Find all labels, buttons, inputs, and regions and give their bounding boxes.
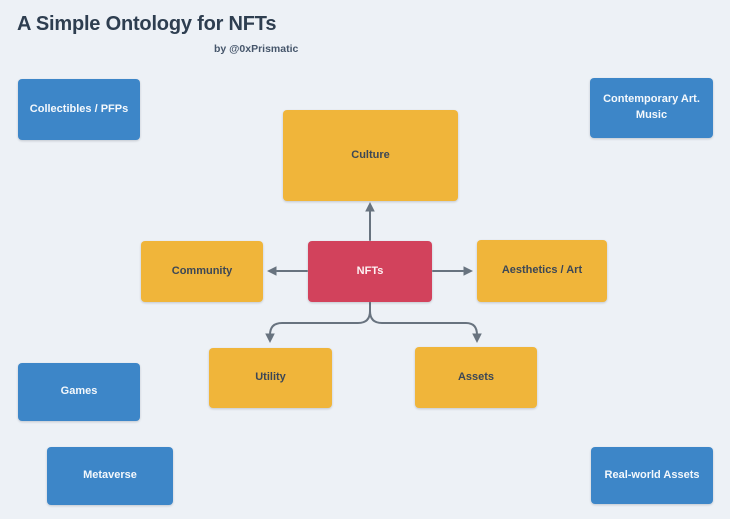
arrow-nfts-to-culture (365, 202, 375, 241)
arrow-shaft (269, 302, 371, 336)
node-label: Contemporary Art. Music (603, 93, 700, 121)
node-contemporary-art-music: Contemporary Art. Music (590, 78, 713, 138)
node-aesthetics-art: Aesthetics / Art (477, 240, 607, 302)
arrow-nfts-to-utility (265, 302, 371, 343)
page-subtitle: by @0xPrismatic (214, 43, 299, 55)
node-label: Real-world Assets (604, 468, 700, 481)
node-community: Community (141, 241, 263, 302)
node-utility: Utility (209, 348, 332, 408)
arrow-nfts-to-aesthetics (432, 266, 473, 276)
node-label: Collectibles / PFPs (29, 102, 129, 115)
node-label: Utility (255, 371, 286, 384)
arrowhead-down-icon (265, 333, 275, 343)
arrowhead-up-icon (365, 202, 375, 212)
node-games: Games (18, 363, 140, 421)
node-collectibles-pfps: Collectibles / PFPs (18, 79, 140, 140)
arrow-nfts-to-community (267, 266, 308, 276)
arrow-nfts-to-assets (369, 302, 482, 343)
arrow-shaft (369, 302, 478, 336)
node-label: NFTs (356, 264, 384, 277)
node-label: Assets (457, 370, 495, 383)
node-label: Community (171, 264, 233, 277)
node-nfts-center: NFTs (308, 241, 432, 302)
arrowhead-down-icon (472, 333, 482, 343)
arrowhead-right-icon (463, 266, 473, 276)
node-label: Aesthetics / Art (501, 264, 583, 277)
node-label: Culture (351, 148, 390, 161)
node-label: Games (60, 385, 98, 398)
page-title: A Simple Ontology for NFTs (17, 13, 277, 35)
node-culture: Culture (283, 110, 458, 201)
node-assets: Assets (415, 347, 537, 408)
node-label: Metaverse (83, 469, 137, 482)
arrowhead-left-icon (267, 266, 277, 276)
node-real-world-assets: Real-world Assets (591, 447, 713, 504)
node-metaverse: Metaverse (47, 447, 173, 505)
